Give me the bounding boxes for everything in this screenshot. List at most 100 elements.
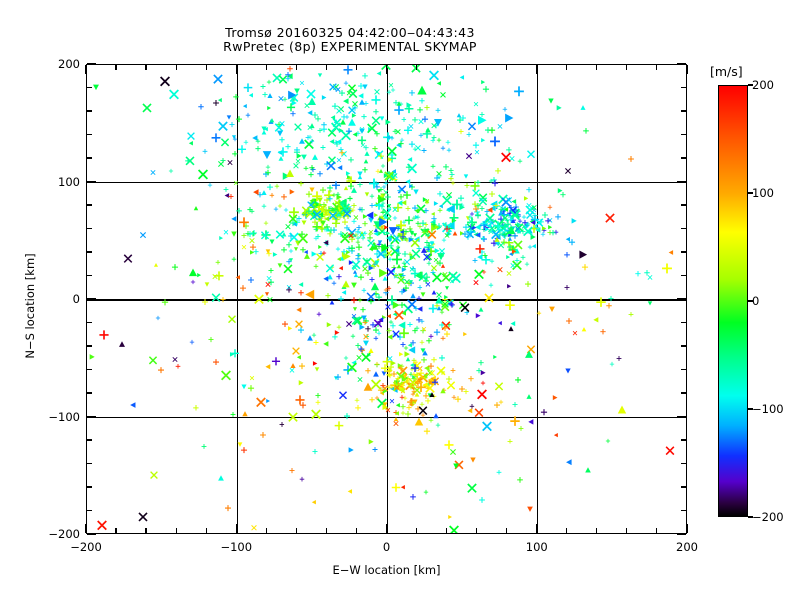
data-point — [291, 341, 300, 360]
data-point — [409, 246, 416, 265]
data-point — [513, 240, 520, 259]
data-point — [416, 199, 427, 218]
data-point — [352, 210, 358, 229]
data-point — [336, 198, 343, 217]
data-point — [355, 396, 362, 415]
data-point — [423, 213, 429, 232]
data-point — [425, 237, 430, 256]
data-point — [381, 207, 386, 226]
data-point — [497, 208, 504, 227]
data-point — [431, 114, 437, 133]
data-point — [451, 270, 463, 289]
data-point — [253, 240, 259, 259]
data-point — [404, 170, 410, 189]
data-point — [480, 370, 485, 389]
data-point — [426, 251, 432, 270]
data-point — [334, 192, 341, 211]
data-point — [304, 156, 310, 175]
data-point — [380, 374, 387, 393]
data-point — [363, 91, 369, 110]
data-point — [252, 126, 259, 145]
data-point — [347, 438, 354, 457]
x-axis-tick — [686, 524, 688, 533]
data-point — [411, 390, 418, 409]
data-point — [413, 349, 419, 368]
data-point — [492, 216, 503, 235]
data-point — [421, 349, 428, 368]
data-point — [336, 185, 343, 204]
data-point — [277, 193, 282, 212]
data-point — [438, 240, 445, 259]
data-point — [508, 217, 515, 236]
data-point — [529, 210, 535, 229]
data-point — [472, 249, 478, 268]
data-point — [502, 97, 508, 116]
data-point — [321, 85, 327, 104]
y-axis-tick — [87, 298, 96, 300]
data-point — [185, 151, 196, 170]
colorbar — [718, 85, 748, 517]
data-point — [515, 248, 521, 267]
data-point — [411, 348, 417, 367]
data-point — [337, 222, 344, 241]
data-point — [297, 229, 309, 248]
data-point — [305, 125, 311, 144]
data-point — [389, 375, 395, 394]
data-point — [428, 66, 440, 85]
data-point — [274, 118, 284, 137]
data-point — [530, 211, 536, 230]
data-point — [298, 272, 304, 291]
data-point — [372, 216, 383, 235]
data-point — [399, 128, 404, 147]
data-point — [415, 372, 422, 391]
data-point — [356, 243, 362, 262]
data-point — [440, 293, 449, 312]
data-point — [448, 292, 454, 311]
data-point — [494, 194, 501, 213]
data-point — [414, 316, 420, 335]
data-point — [374, 243, 381, 262]
data-point — [334, 203, 340, 222]
data-point — [430, 260, 436, 279]
data-point — [229, 342, 235, 361]
data-point — [248, 269, 255, 288]
data-point — [286, 98, 296, 117]
x-axis-tick — [596, 528, 598, 533]
data-point — [393, 197, 403, 216]
data-point — [426, 233, 432, 252]
data-point — [545, 209, 552, 228]
data-point — [508, 196, 514, 215]
data-point — [322, 198, 329, 217]
data-point — [403, 386, 408, 405]
data-point — [508, 317, 515, 336]
data-point — [390, 376, 401, 395]
data-point — [406, 217, 413, 236]
data-point — [474, 403, 484, 422]
data-point — [441, 219, 453, 238]
data-point — [512, 235, 523, 254]
data-point — [491, 209, 496, 228]
data-point — [376, 189, 387, 208]
data-point — [285, 233, 292, 252]
data-point — [350, 324, 356, 343]
data-point — [359, 117, 364, 136]
data-point — [374, 385, 379, 404]
data-point — [357, 197, 363, 216]
data-point — [220, 287, 226, 306]
data-point — [389, 230, 400, 249]
data-point — [489, 194, 498, 213]
data-point — [298, 319, 305, 338]
data-point — [336, 192, 343, 211]
data-point — [363, 325, 369, 344]
data-point — [378, 308, 384, 327]
data-point — [188, 263, 198, 282]
data-point — [268, 110, 274, 129]
data-point — [241, 224, 247, 243]
y-axis-tick — [87, 251, 92, 253]
data-point — [495, 159, 502, 178]
data-point — [318, 209, 325, 228]
data-point — [345, 120, 353, 139]
y-axis-tick — [681, 321, 686, 324]
data-point — [337, 201, 345, 220]
